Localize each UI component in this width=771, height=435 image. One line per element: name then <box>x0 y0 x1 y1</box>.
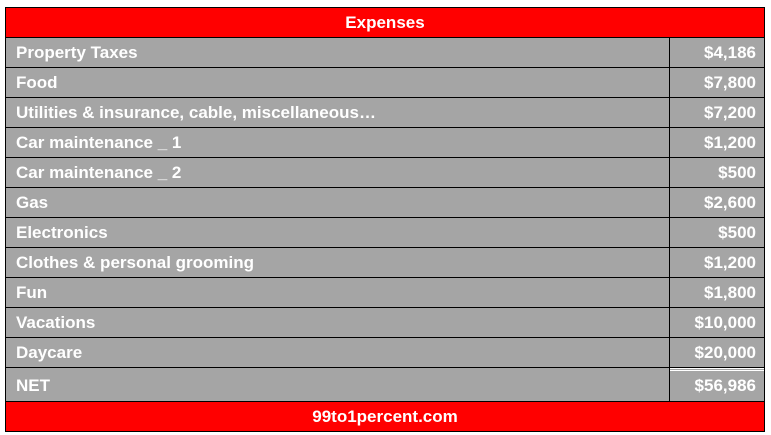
table-row: Fun $1,800 <box>6 277 764 307</box>
net-row: NET $56,986 <box>6 367 764 401</box>
expenses-table: Expenses Property Taxes $4,186 Food $7,800 U… <box>5 7 765 432</box>
expense-value: $1,200 <box>704 133 756 152</box>
expense-label: Property Taxes <box>6 38 670 67</box>
expense-label: Vacations <box>6 308 670 337</box>
table-row: Car maintenance _ 2 $500 <box>6 157 764 187</box>
expense-value: $1,800 <box>704 283 756 302</box>
expense-value: $4,186 <box>704 43 756 62</box>
table-body: Property Taxes $4,186 Food $7,800 Utilities … <box>6 37 764 367</box>
expense-value: $7,200 <box>704 103 756 122</box>
net-value: $56,986 <box>670 368 764 401</box>
table-row: Vacations $10,000 <box>6 307 764 337</box>
expense-label: Fun <box>6 278 670 307</box>
net-label: NET <box>6 368 670 401</box>
table-row: Car maintenance _ 1 $1,200 <box>6 127 764 157</box>
table-row: Gas $2,600 <box>6 187 764 217</box>
expense-label: Gas <box>6 188 670 217</box>
expense-value: $500 <box>718 223 756 242</box>
expense-value: $1,200 <box>704 253 756 272</box>
expense-label: Car maintenance _ 1 <box>6 128 670 157</box>
table-row: Electronics $500 <box>6 217 764 247</box>
expense-label: Food <box>6 68 670 97</box>
expense-label: Clothes & personal grooming <box>6 248 670 277</box>
expense-value: $500 <box>718 163 756 182</box>
expense-label: Electronics <box>6 218 670 247</box>
expense-value: $10,000 <box>694 313 756 332</box>
expense-value: $20,000 <box>694 343 756 362</box>
expense-label: Daycare <box>6 338 670 367</box>
expense-value: $7,800 <box>704 73 756 92</box>
table-row: Daycare $20,000 <box>6 337 764 367</box>
table-row: Property Taxes $4,186 <box>6 37 764 67</box>
table-row: Food $7,800 <box>6 67 764 97</box>
footer-site: 99to1percent.com <box>6 401 764 431</box>
expense-value: $2,600 <box>704 193 756 212</box>
table-title: Expenses <box>6 8 764 37</box>
table-row: Utilities & insurance, cable, miscellane… <box>6 97 764 127</box>
expense-label: Car maintenance _ 2 <box>6 158 670 187</box>
expense-label: Utilities & insurance, cable, miscellane… <box>6 98 670 127</box>
table-row: Clothes & personal grooming $1,200 <box>6 247 764 277</box>
